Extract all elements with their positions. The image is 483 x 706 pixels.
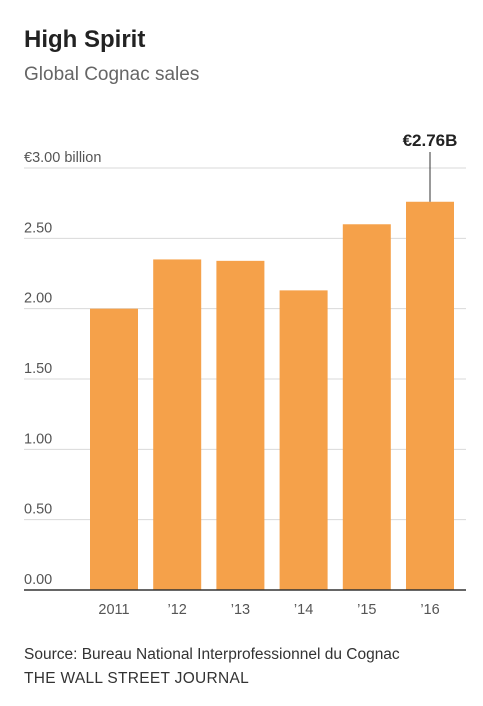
bar — [153, 259, 202, 590]
y-tick-label: 1.50 — [24, 361, 52, 377]
y-tick-label: 2.00 — [24, 291, 52, 307]
chart-title: High Spirit — [24, 26, 146, 53]
y-tick-label: 0.00 — [24, 572, 52, 588]
bar-chart: €3.00 billion 2.50 2.00 1.50 1.00 0.50 0.00 201… — [24, 131, 466, 618]
chart-subtitle: Global Cognac sales — [24, 64, 200, 85]
bar — [216, 260, 265, 590]
source-note: Source: Bureau National Interprofessionn… — [24, 646, 400, 663]
callout-label: €2.76B — [403, 131, 458, 150]
y-tick-label: 2.50 — [24, 220, 52, 236]
bar — [279, 290, 328, 590]
x-tick-label: 2011 — [98, 602, 129, 618]
x-tick-label: ’16 — [420, 602, 439, 618]
y-tick-label: 1.00 — [24, 431, 52, 447]
x-tick-label: ’15 — [357, 602, 376, 618]
x-tick-label: ’14 — [294, 602, 313, 618]
y-tick-label: 0.50 — [24, 502, 52, 518]
x-tick-label: ’12 — [168, 602, 187, 618]
bar — [406, 201, 454, 590]
publisher-credit: THE WALL STREET JOURNAL — [24, 670, 250, 687]
y-tick-label: €3.00 billion — [24, 150, 101, 166]
x-tick-label: ’13 — [231, 602, 250, 618]
bar — [90, 308, 138, 590]
bar — [342, 224, 391, 590]
